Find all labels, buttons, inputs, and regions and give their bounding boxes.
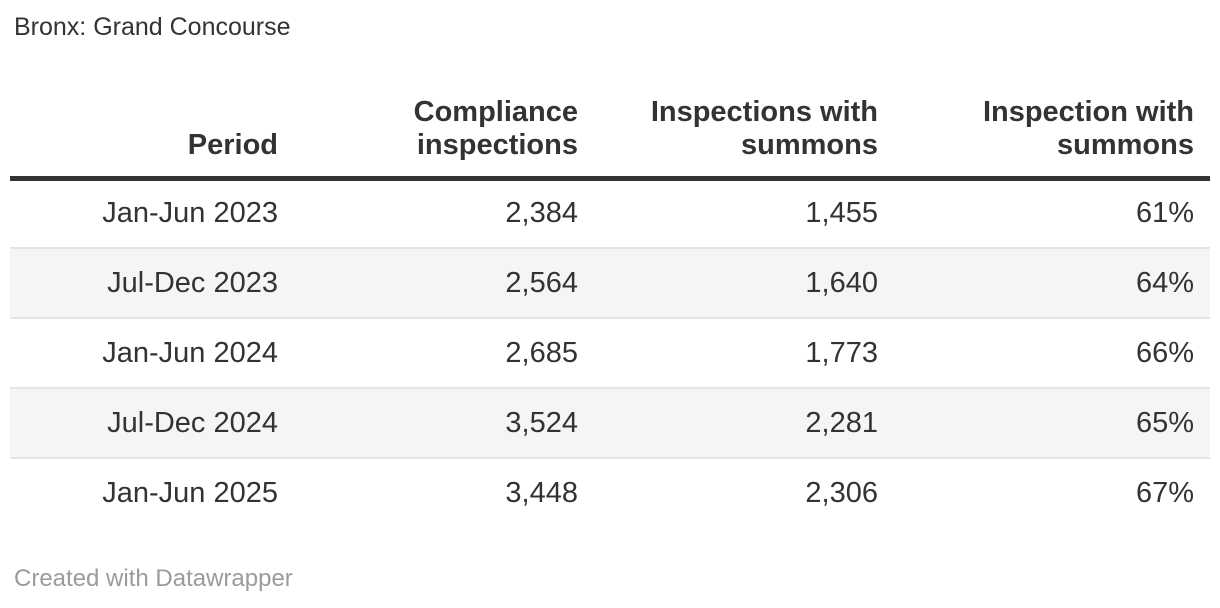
table-row: Jan-Jun 2025 3,448 2,306 67%: [10, 457, 1210, 528]
compliance-inspections-cell: 3,524: [294, 387, 594, 458]
table-row: Jan-Jun 2023 2,384 1,455 61%: [10, 178, 1210, 248]
inspection-with-summons-pct-cell: 66%: [894, 317, 1210, 388]
compliance-inspections-cell: 2,384: [505, 197, 578, 230]
period-cell: Jan-Jun 2023: [102, 197, 278, 230]
table-row: Jul-Dec 2023 2,564 1,640 64%: [10, 247, 1210, 318]
table-row: Jul-Dec 2024 3,524 2,281 65%: [10, 387, 1210, 458]
period-cell: Jan-Jun 2024: [10, 317, 294, 388]
inspection-with-summons-pct-cell: 61%: [1135, 197, 1194, 230]
compliance-inspections-cell: 2,564: [294, 247, 594, 318]
page-title: Bronx: Grand Concourse: [14, 13, 291, 41]
datawrapper-credit-link[interactable]: Created with Datawrapper: [14, 565, 293, 592]
table-header: Period Compliance inspections Inspection…: [10, 42, 1210, 181]
inspection-with-summons-pct-cell: 65%: [894, 387, 1210, 458]
table-body: Jan-Jun 2023 2,384 1,455 61% Jul-Dec 202…: [10, 178, 1210, 528]
inspections-with-summons-cell: 1,640: [594, 247, 894, 318]
period-cell: Jul-Dec 2023: [10, 247, 294, 318]
table-row: Jan-Jun 2024 2,685 1,773 66%: [10, 317, 1210, 388]
inspections-with-summons-cell: 1,455: [805, 197, 878, 230]
compliance-inspections-cell: 2,685: [294, 317, 594, 388]
column-header-inspection-with-summons-pct: Inspection with summons: [894, 42, 1210, 181]
period-cell: Jul-Dec 2024: [10, 387, 294, 458]
inspection-with-summons-pct-cell: 67%: [894, 457, 1210, 528]
period-cell: Jan-Jun 2025: [10, 457, 294, 528]
column-header-period: Period: [10, 42, 294, 181]
compliance-inspections-cell: 3,448: [294, 457, 594, 528]
inspection-with-summons-pct-cell: 64%: [894, 247, 1210, 318]
column-header-compliance-inspections: Compliance inspections: [294, 42, 594, 181]
inspections-with-summons-cell: 1,773: [594, 317, 894, 388]
column-header-inspections-with-summons: Inspections with summons: [594, 42, 894, 181]
inspections-with-summons-cell: 2,306: [594, 457, 894, 528]
inspections-with-summons-cell: 2,281: [594, 387, 894, 458]
data-table: Period Compliance inspections Inspection…: [10, 42, 1210, 528]
header-row: Period Compliance inspections Inspection…: [10, 42, 1210, 181]
